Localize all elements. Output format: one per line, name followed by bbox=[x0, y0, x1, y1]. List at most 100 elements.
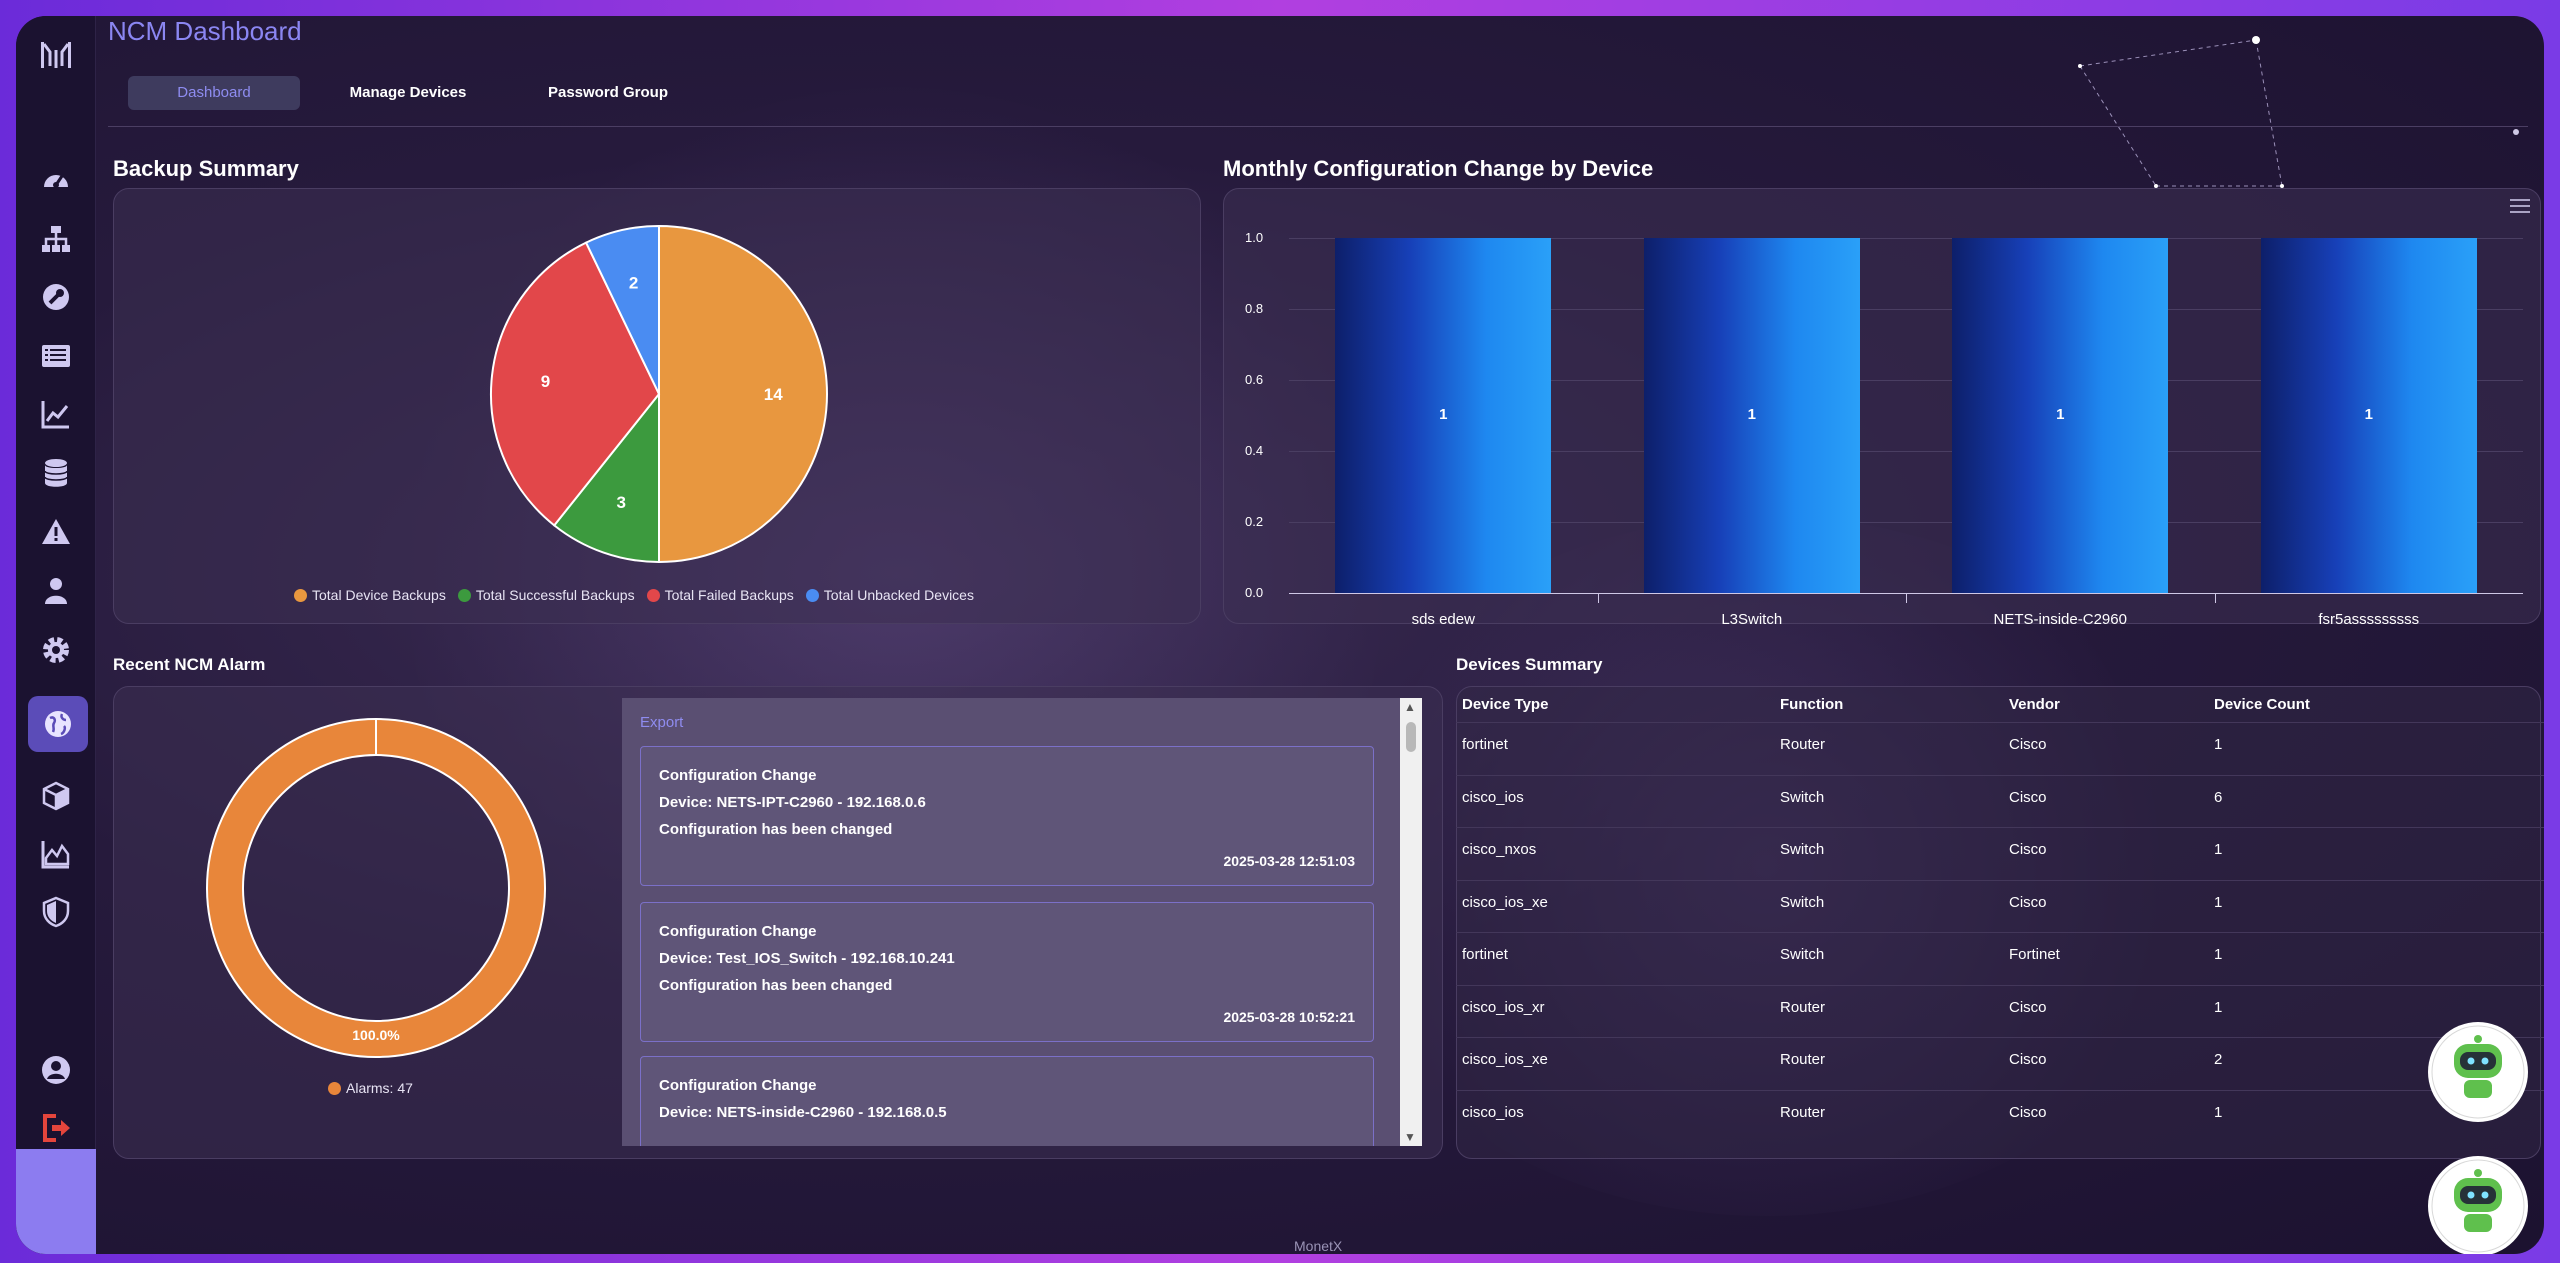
x-category-label: NETS-inside-C2960 bbox=[1993, 611, 2127, 628]
scroll-thumb[interactable] bbox=[1406, 722, 1416, 752]
globe-icon[interactable] bbox=[28, 696, 88, 752]
devices-summary-panel bbox=[1456, 686, 2541, 1159]
warning-icon[interactable] bbox=[36, 512, 76, 552]
cell-device-count: 2 bbox=[2214, 1051, 2223, 1068]
pie-slice[interactable] bbox=[552, 391, 660, 564]
y-tick-label: 0.0 bbox=[1245, 585, 1264, 600]
x-category-label: L3Switch bbox=[1721, 611, 1783, 628]
legend-label: Total Successful Backups bbox=[475, 587, 635, 603]
chatbot-button-secondary[interactable] bbox=[2428, 1156, 2528, 1254]
list-icon[interactable] bbox=[36, 336, 76, 376]
column-header-device-type[interactable]: Device Type bbox=[1462, 696, 1549, 713]
alarm-device: Device: NETS-inside-C2960 - 192.168.0.5 bbox=[659, 1104, 947, 1121]
sidebar bbox=[16, 16, 96, 1254]
cell-device-type: cisco_ios bbox=[1462, 788, 1524, 806]
alarm-timestamp: 2025-03-28 12:51:03 bbox=[1223, 853, 1355, 869]
pie-slice[interactable] bbox=[490, 241, 661, 527]
cell-vendor: Cisco bbox=[2009, 788, 2047, 806]
shield-icon[interactable] bbox=[36, 892, 76, 932]
alarm-list[interactable]: Export Configuration Change Device: NETS… bbox=[622, 698, 1422, 1146]
legend-item-alarms[interactable]: Alarms: 47 bbox=[328, 1080, 413, 1096]
y-tick-label: 0.2 bbox=[1245, 514, 1264, 529]
cell-device-type: cisco_nxos bbox=[1462, 841, 1537, 858]
x-tick bbox=[1597, 593, 1599, 603]
grid-line bbox=[1289, 309, 2523, 310]
alarm-device: Device: NETS-IPT-C2960 - 192.168.0.6 bbox=[659, 794, 926, 811]
column-header-vendor[interactable]: Vendor bbox=[2009, 696, 2060, 713]
app-frame: NCM Dashboard Dashboard Manage Devices P… bbox=[16, 16, 2544, 1254]
legend-label: Total Unbacked Devices bbox=[823, 587, 974, 603]
robot-icon bbox=[2431, 1159, 2525, 1253]
y-tick-label: 0.8 bbox=[1245, 301, 1264, 316]
account-circle-icon[interactable] bbox=[36, 1050, 76, 1090]
tab-dashboard[interactable]: Dashboard bbox=[128, 76, 300, 110]
alarm-timestamp: 2025-03-28 10:52:21 bbox=[1223, 1009, 1355, 1025]
cell-device-count: 1 bbox=[2214, 841, 2223, 858]
chatbot-button[interactable] bbox=[2428, 1022, 2528, 1122]
cell-device-type: fortinet bbox=[1462, 946, 1508, 963]
alarm-donut-percent: 100.0% bbox=[352, 1027, 400, 1043]
column-header-device-count[interactable]: Device Count bbox=[2214, 696, 2310, 713]
chart-bar[interactable] bbox=[1335, 238, 1552, 593]
pie-slice[interactable] bbox=[658, 224, 828, 564]
export-link[interactable]: Export bbox=[640, 714, 684, 731]
chart-menu-icon[interactable] bbox=[2510, 199, 2530, 213]
cell-function: Router bbox=[1780, 736, 1826, 753]
grid-line bbox=[1289, 238, 2523, 239]
cell-function: Switch bbox=[1780, 841, 1825, 858]
network-icon[interactable] bbox=[36, 219, 76, 259]
recent-alarm-title: Recent NCM Alarm bbox=[113, 655, 266, 674]
database-icon[interactable] bbox=[36, 453, 76, 493]
cell-vendor: Cisco bbox=[2009, 841, 2047, 858]
x-category-label: sds edew bbox=[1411, 611, 1475, 628]
row-divider bbox=[1456, 1037, 2544, 1038]
legend-item-failed-backups[interactable]: Total Failed Backups bbox=[646, 587, 794, 603]
legend-item-unbacked-devices[interactable]: Total Unbacked Devices bbox=[805, 587, 974, 603]
alarm-card[interactable]: Configuration Change Device: Test_IOS_Sw… bbox=[640, 902, 1374, 1042]
pie-slice[interactable] bbox=[584, 224, 660, 395]
cell-function: Switch bbox=[1780, 946, 1825, 963]
tab-manage-devices[interactable]: Manage Devices bbox=[349, 84, 467, 101]
scroll-up-icon[interactable]: ▲ bbox=[1404, 700, 1416, 714]
chart-bar[interactable] bbox=[1952, 238, 2169, 593]
cell-function: Router bbox=[1780, 998, 1826, 1016]
row-divider bbox=[1456, 774, 2544, 776]
tab-password-group[interactable]: Password Group bbox=[547, 84, 669, 101]
backup-summary-panel: 14 3 9 2 Total Device Backups Total Success… bbox=[113, 188, 1201, 624]
chart-bar[interactable] bbox=[1643, 238, 1860, 593]
grid-line bbox=[1289, 522, 2523, 523]
gauge-icon[interactable] bbox=[36, 161, 76, 201]
legend-label: Alarms: 47 bbox=[346, 1080, 413, 1096]
grid-line bbox=[1289, 380, 2523, 381]
alarm-donut-chart: 100.0% bbox=[206, 718, 546, 1058]
area-chart-icon[interactable] bbox=[36, 834, 76, 874]
wrench-icon[interactable] bbox=[36, 277, 76, 317]
backup-pie-chart: 14 3 9 2 bbox=[490, 224, 828, 564]
scroll-down-icon[interactable]: ▼ bbox=[1404, 1130, 1416, 1144]
legend-item-successful-backups[interactable]: Total Successful Backups bbox=[457, 587, 635, 603]
row-divider bbox=[1456, 1089, 2544, 1091]
chart-bar[interactable] bbox=[2260, 238, 2477, 593]
cell-vendor: Cisco bbox=[2009, 736, 2047, 753]
cell-function: Router bbox=[1780, 1103, 1826, 1121]
alarm-legend: Alarms: 47 bbox=[328, 1080, 413, 1096]
cell-function: Switch bbox=[1780, 788, 1825, 806]
user-icon[interactable] bbox=[36, 571, 76, 611]
line-chart-icon[interactable] bbox=[36, 394, 76, 434]
alarm-card[interactable]: Configuration Change Device: NETS-inside… bbox=[640, 1056, 1374, 1146]
logout-icon[interactable] bbox=[36, 1108, 76, 1148]
alarm-scrollbar[interactable]: ▲ ▼ bbox=[1400, 698, 1422, 1146]
bar-value-label: 1 bbox=[2364, 405, 2373, 423]
cell-vendor: Cisco bbox=[2009, 998, 2047, 1016]
cube-icon[interactable] bbox=[36, 776, 76, 816]
cell-device-type: cisco_ios_xe bbox=[1462, 1051, 1548, 1068]
gear-icon[interactable] bbox=[36, 630, 76, 670]
legend-dot bbox=[457, 588, 471, 602]
cell-vendor: Cisco bbox=[2009, 893, 2047, 911]
row-divider bbox=[1456, 932, 2544, 933]
column-header-function[interactable]: Function bbox=[1780, 696, 1844, 713]
app-logo-icon[interactable] bbox=[38, 36, 74, 72]
legend-item-device-backups[interactable]: Total Device Backups bbox=[294, 587, 446, 603]
alarm-card[interactable]: Configuration Change Device: NETS-IPT-C2… bbox=[640, 746, 1374, 886]
backup-summary-title: Backup Summary bbox=[113, 156, 299, 181]
